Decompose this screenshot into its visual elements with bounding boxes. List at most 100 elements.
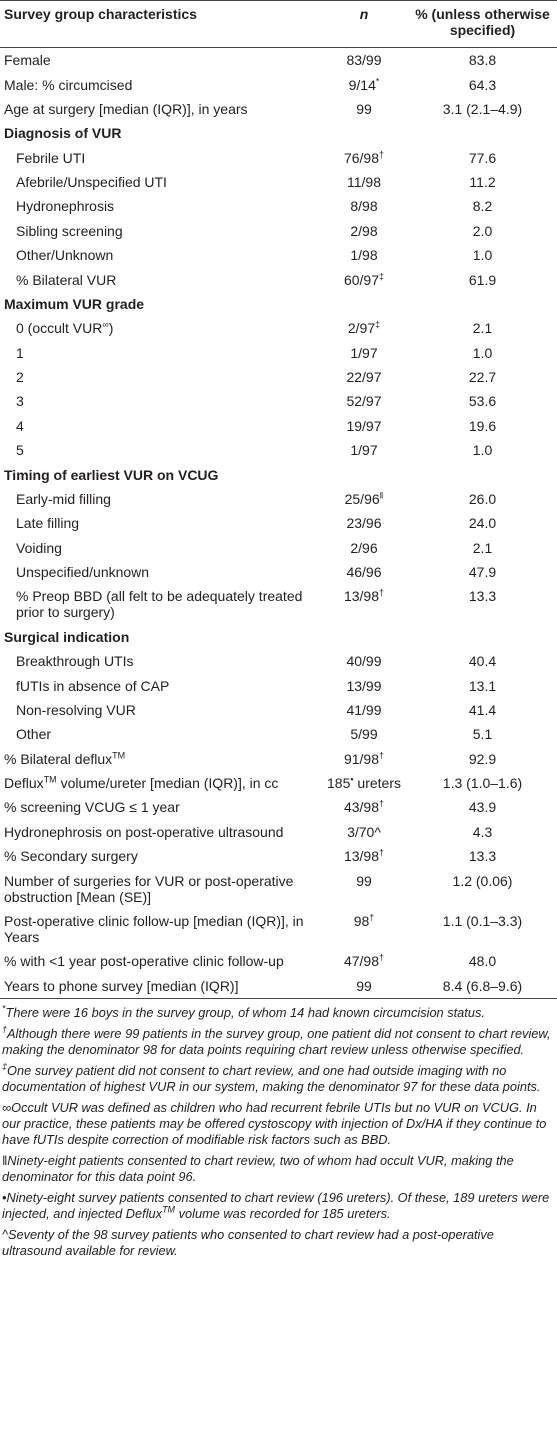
table: Survey group characteristics n % (unless… <box>0 0 557 999</box>
label-cell: 1 <box>0 341 320 365</box>
text: Other <box>16 726 52 743</box>
text: Hydronephrosis on post-operative ultraso… <box>4 823 284 840</box>
footnote: ^Seventy of the 98 survey patients who c… <box>2 1227 553 1259</box>
n-cell: 40/99 <box>320 649 408 673</box>
text: 61.9 <box>468 271 497 288</box>
text: % with <1 year post-operative clinic fol… <box>4 953 284 970</box>
n-cell: 11/98 <box>320 170 408 194</box>
pct-cell: 92.9 <box>408 747 557 771</box>
label-cell: % Secondary surgery <box>0 844 320 868</box>
label-cell: 5 <box>0 438 320 462</box>
section-row: Diagnosis of VUR <box>0 121 557 145</box>
text: Non-resolving VUR <box>16 701 136 718</box>
pct-cell <box>408 121 557 145</box>
text: 40.4 <box>468 653 497 670</box>
text: Diagnosis of VUR <box>4 125 122 142</box>
n-cell: 1/97 <box>320 341 408 365</box>
section-row: Timing of earliest VUR on VCUG <box>0 462 557 486</box>
text: Surgical indication <box>4 628 130 645</box>
text: 1.2 (0.06) <box>452 872 513 889</box>
pct-cell: 1.2 (0.06) <box>408 868 557 908</box>
text: 60/97 <box>343 271 380 288</box>
n-cell: 3/70^ <box>320 820 408 844</box>
text: Maximum VUR grade <box>4 295 145 312</box>
label-cell: Age at surgery [median (IQR)], in years <box>0 97 320 121</box>
n-cell: 185• ureters <box>320 771 408 795</box>
text: Post-operative clinic follow-up [median … <box>4 912 304 945</box>
pct-cell: 1.3 (1.0–1.6) <box>408 771 557 795</box>
n-cell <box>320 625 408 649</box>
text: % Bilateral deflux <box>4 750 113 767</box>
label-cell: Non-resolving VUR <box>0 698 320 722</box>
n-cell: 60/97‡ <box>320 267 408 291</box>
text: 83.8 <box>468 52 497 69</box>
pct-cell: 43.9 <box>408 795 557 819</box>
label-cell: Early-mid filling <box>0 487 320 511</box>
n-cell: 83/99 <box>320 48 408 73</box>
row: Post-operative clinic follow-up [median … <box>0 909 557 949</box>
label-cell: 3 <box>0 389 320 413</box>
text: % screening VCUG ≤ 1 year <box>4 799 180 816</box>
superscript: * <box>375 75 380 86</box>
n-cell: 99 <box>320 97 408 121</box>
text: 2/98 <box>350 222 378 239</box>
text: fUTIs in absence of CAP <box>16 677 170 694</box>
text: 24.0 <box>468 515 497 532</box>
label-cell: 2 <box>0 365 320 389</box>
text: 1 <box>16 344 24 361</box>
superscript: † <box>379 750 385 761</box>
text: 48.0 <box>468 953 497 970</box>
text: 0 (occult VUR <box>16 320 103 337</box>
n-cell: 8/98 <box>320 194 408 218</box>
label-cell: DefluxTM volume/ureter [median (IQR)], i… <box>0 771 320 795</box>
row: 1 1/97 1.0 <box>0 341 557 365</box>
text: 99 <box>356 872 372 889</box>
text: 2.1 <box>472 320 493 337</box>
n-cell: 13/98† <box>320 844 408 868</box>
n-cell: 41/99 <box>320 698 408 722</box>
n-cell: 52/97 <box>320 389 408 413</box>
text: 19/97 <box>346 417 382 434</box>
text: 1.3 (1.0–1.6) <box>442 775 523 792</box>
text: 4.3 <box>472 823 493 840</box>
header-cell: n <box>320 0 408 48</box>
text: Deflux <box>4 775 44 792</box>
n-cell: 22/97 <box>320 365 408 389</box>
label-cell: Diagnosis of VUR <box>0 121 320 145</box>
label-cell: % Bilateral VUR <box>0 267 320 291</box>
text: 4 <box>16 417 24 434</box>
text: 13.3 <box>468 588 497 605</box>
text: Number of surgeries for VUR or post-oper… <box>4 872 294 905</box>
text: Hydronephrosis <box>16 198 115 215</box>
text: 22.7 <box>468 369 497 386</box>
pct-cell: 5.1 <box>408 722 557 746</box>
pct-cell <box>408 292 557 316</box>
text: 83/99 <box>346 52 382 69</box>
text: 13.3 <box>468 848 497 865</box>
text: 2.0 <box>472 222 493 239</box>
text: Voiding <box>16 539 62 556</box>
text: 53.6 <box>468 393 497 410</box>
pct-cell: 11.2 <box>408 170 557 194</box>
row: % with <1 year post-operative clinic fol… <box>0 949 557 973</box>
label-cell: % with <1 year post-operative clinic fol… <box>0 949 320 973</box>
text: 43/98 <box>343 799 380 816</box>
label-cell: Female <box>0 48 320 73</box>
text: 46/96 <box>346 564 382 581</box>
text: 13/98 <box>343 588 380 605</box>
row: fUTIs in absence of CAP 13/99 13.1 <box>0 673 557 697</box>
n-cell <box>320 121 408 145</box>
text: One survey patient did not consent to ch… <box>2 1062 541 1094</box>
row: % Preop BBD (all felt to be adequately t… <box>0 584 557 624</box>
label-cell: 0 (occult VUR∞) <box>0 316 320 340</box>
text: 3 <box>16 393 24 410</box>
row: Late filling 23/96 24.0 <box>0 511 557 535</box>
label-cell: Hydronephrosis on post-operative ultraso… <box>0 820 320 844</box>
pct-cell: 2.1 <box>408 316 557 340</box>
text: 11/98 <box>347 174 381 191</box>
text: 1.1 (0.1–3.3) <box>442 912 523 929</box>
text: 47.9 <box>468 564 497 581</box>
text: 8.2 <box>472 198 493 215</box>
text: Timing of earliest VUR on VCUG <box>4 466 219 483</box>
text: 8.4 (6.8–9.6) <box>442 977 523 994</box>
